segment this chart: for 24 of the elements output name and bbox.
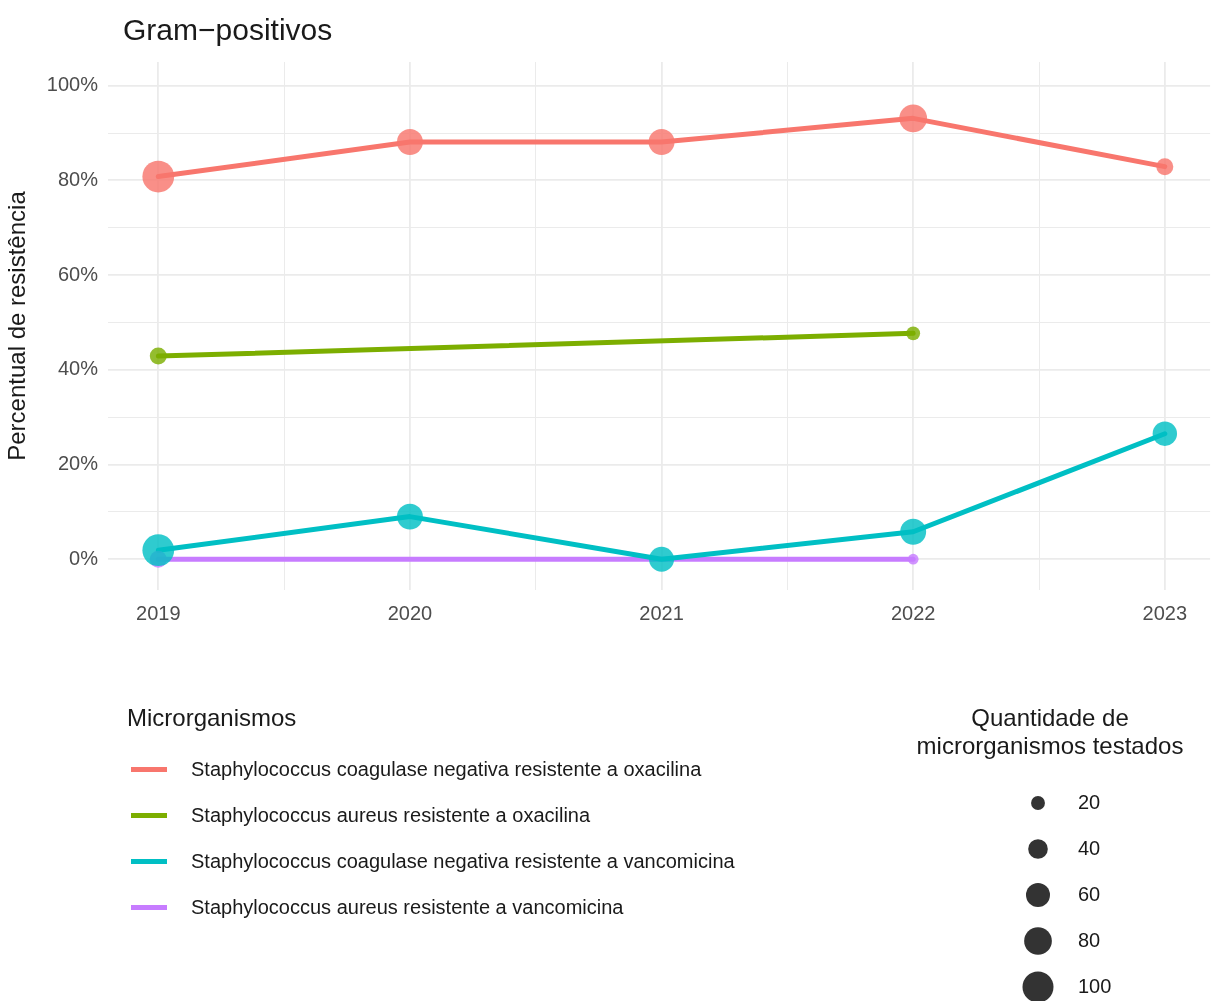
legend-label: Staphylococcus coagulase negativa resistente a oxacilina: [191, 757, 702, 781]
y-tick-label: 80%: [57, 167, 99, 190]
y-tick-label: 60%: [57, 262, 99, 285]
x-tick-label: 2022: [890, 601, 936, 624]
legend-label: 20: [1078, 790, 1101, 813]
y-tick-label: 100%: [46, 73, 99, 96]
chart-title: Gram−positivos: [123, 13, 333, 46]
y-axis-title: Percentual de resistência: [3, 190, 31, 461]
legend-label: 100: [1078, 974, 1112, 997]
legend-label: 80: [1078, 928, 1101, 951]
legend-label: 40: [1078, 836, 1101, 859]
text: Quantidade de microrganismos testados: [915, 704, 1185, 760]
y-tick-label: 40%: [57, 357, 99, 380]
x-tick-label: 2023: [1142, 601, 1188, 624]
x-tick-label: 2021: [639, 601, 684, 624]
legend-title: Microrganismos: [127, 704, 298, 732]
legend-label: Staphylococcus coagulase negativa resistente a vancomicina: [191, 849, 735, 873]
legend-label: Staphylococcus aureus resistente a oxacilina: [191, 803, 591, 827]
legend-label: 60: [1078, 882, 1101, 905]
y-tick-label: 20%: [57, 452, 99, 475]
x-tick-label: 2020: [387, 601, 433, 624]
x-tick-label: 2019: [136, 601, 181, 624]
legend-label: Staphylococcus aureus resistente a vancomicina: [191, 895, 624, 919]
y-tick-label: 0%: [69, 546, 99, 569]
